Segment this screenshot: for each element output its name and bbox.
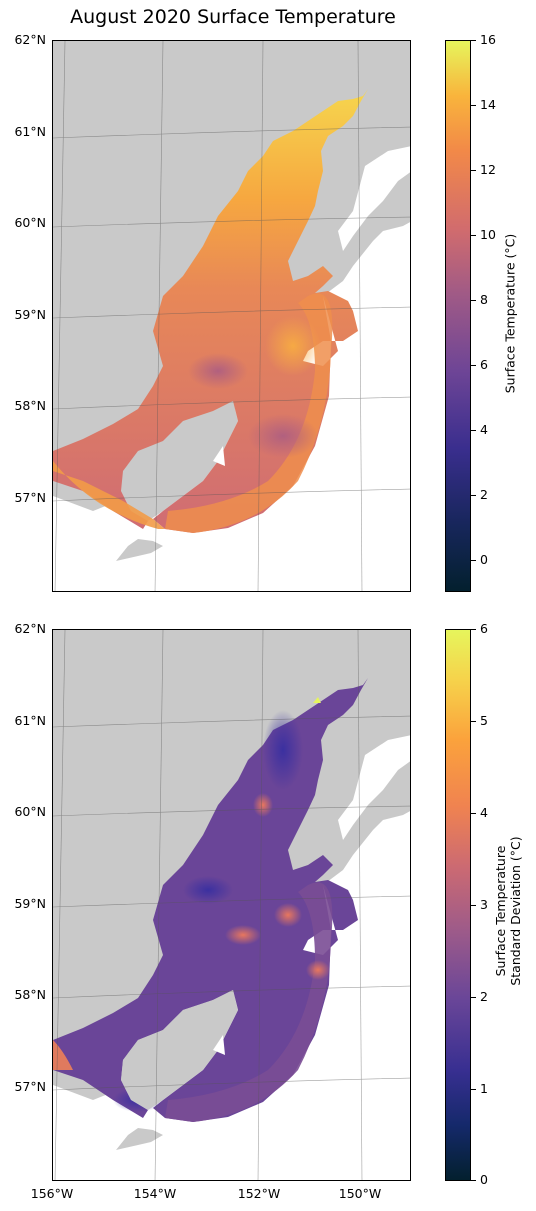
colorbar-tick: 14 [480,97,496,112]
lat-label: 61°N [14,713,46,728]
lat-label: 58°N [14,987,46,1002]
lon-label: 154°W [133,1186,177,1201]
temperature-colorbar [445,40,471,592]
colorbar-tick: 0 [480,552,488,567]
colorbar-tick: 10 [480,227,496,242]
lat-label: 60°N [14,804,46,819]
graticule [53,41,410,591]
lat-label: 60°N [14,215,46,230]
std-dev-colorbar-label: Surface Temperature Standard Deviation (… [493,811,523,1011]
colorbar-tick: 6 [480,621,488,636]
colorbar-tick: 2 [480,989,488,1004]
std-dev-label-line2: Standard Deviation (°C) [508,836,523,986]
lon-label: 152°W [237,1186,281,1201]
lat-label: 62°N [14,621,46,636]
std-dev-label-line1: Surface Temperature [493,845,508,977]
colorbar-tick: 5 [480,713,488,728]
colorbar-tick: 6 [480,357,488,372]
colorbar-tick: 8 [480,292,488,307]
lon-label: 156°W [30,1186,74,1201]
map-panel-std-dev [52,629,411,1181]
temperature-map [53,41,410,591]
colorbar-tick: 12 [480,162,496,177]
figure-title: August 2020 Surface Temperature [70,6,396,28]
temperature-colorbar-label: Surface Temperature (°C) [502,233,518,394]
map-panel-temperature [52,40,411,592]
colorbar-tick: 1 [480,1081,488,1096]
colorbar-tick: 4 [480,805,488,820]
colorbar-tick: 0 [480,1172,488,1187]
colorbar-tick: 3 [480,897,488,912]
std-dev-map [53,630,410,1180]
colorbar-tick: 4 [480,422,488,437]
lat-label: 62°N [14,32,46,47]
lat-label: 58°N [14,398,46,413]
lat-label: 61°N [14,124,46,139]
lat-label: 57°N [14,1079,46,1094]
lat-label: 59°N [14,307,46,322]
colorbar-tick: 16 [480,32,496,47]
lat-label: 57°N [14,490,46,505]
std-dev-colorbar [445,629,471,1181]
lat-label: 59°N [14,896,46,911]
colorbar-tick: 2 [480,487,488,502]
graticule [53,630,410,1180]
lon-label: 150°W [338,1186,382,1201]
